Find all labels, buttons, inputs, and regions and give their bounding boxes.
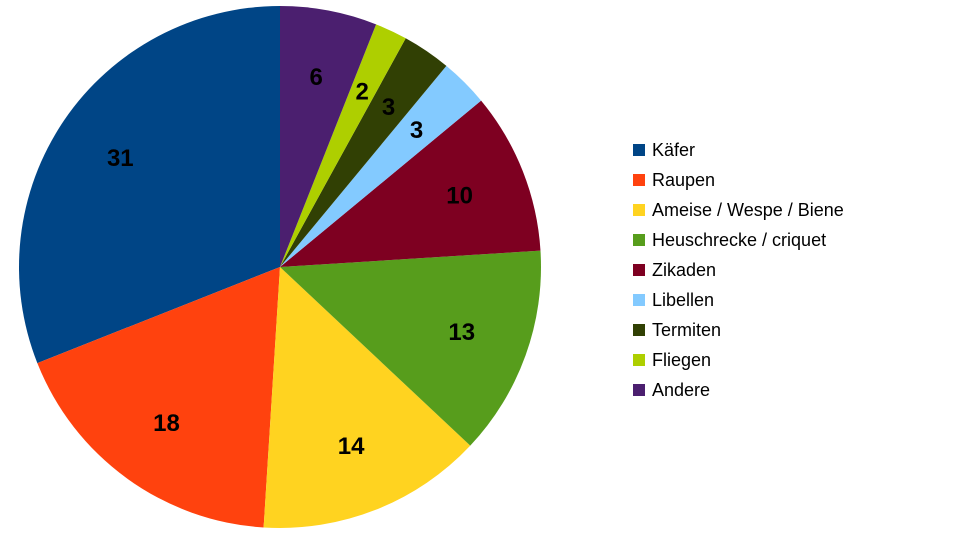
pie-slice-9 <box>280 6 377 267</box>
legend-swatch <box>633 264 645 276</box>
legend-item: Käfer <box>633 135 844 165</box>
pie-data-label-3: 14 <box>338 433 365 460</box>
pie-data-label-8: 2 <box>356 79 369 106</box>
legend-label: Fliegen <box>652 349 712 370</box>
pie-slice-1 <box>19 6 280 364</box>
pie-data-label-7: 3 <box>382 94 395 121</box>
pie-data-label-2: 18 <box>153 410 180 437</box>
legend-item: Raupen <box>633 165 844 195</box>
legend-item: Zikaden <box>633 255 844 285</box>
legend-label: Raupen <box>652 169 716 190</box>
legend-swatch <box>633 384 645 396</box>
pie-data-label-6: 3 <box>410 117 423 144</box>
legend-item: Heuschrecke / criquet <box>633 225 844 255</box>
legend-swatch <box>633 204 645 216</box>
legend-label: Libellen <box>652 289 715 310</box>
pie-data-label-1: 31 <box>107 145 134 172</box>
legend-swatch <box>633 174 645 186</box>
legend-swatch <box>633 144 645 156</box>
legend: Käfer Raupen Ameise / Wespe / Biene Heuschr… <box>633 135 844 405</box>
legend-item: Ameise / Wespe / Biene <box>633 195 844 225</box>
pie-slice-4 <box>280 250 541 446</box>
legend-label: Heuschrecke / criquet <box>652 229 827 250</box>
legend-item: Andere <box>633 375 844 405</box>
legend-label: Termiten <box>652 319 722 340</box>
legend-swatch <box>633 234 645 246</box>
legend-label: Ameise / Wespe / Biene <box>652 199 844 220</box>
pie-slice-7 <box>280 38 447 267</box>
pie-slice-2 <box>37 267 280 528</box>
legend-label: Käfer <box>652 139 696 160</box>
pie-data-label-9: 6 <box>310 64 323 91</box>
legend-swatch <box>633 294 645 306</box>
legend-item: Fliegen <box>633 345 844 375</box>
legend-item: Libellen <box>633 285 844 315</box>
pie-slice-8 <box>280 24 406 267</box>
legend-item: Termiten <box>633 315 844 345</box>
pie-slice-3 <box>263 267 471 528</box>
pie-slice-5 <box>280 100 541 267</box>
pie-data-label-4: 13 <box>448 319 475 346</box>
legend-label: Zikaden <box>652 259 717 280</box>
legend-swatch <box>633 324 645 336</box>
legend-swatch <box>633 354 645 366</box>
pie-slice-6 <box>280 65 482 268</box>
pie-data-label-5: 10 <box>446 182 473 209</box>
legend-label: Andere <box>652 379 711 400</box>
pie-slices <box>19 6 541 528</box>
